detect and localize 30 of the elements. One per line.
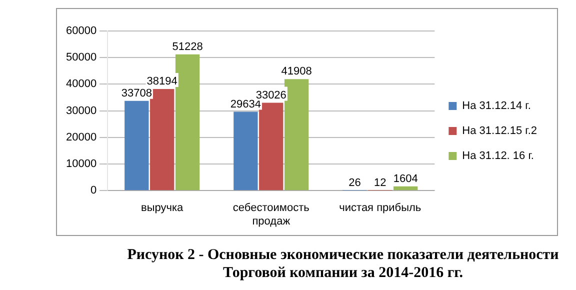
bar (175, 54, 200, 190)
data-label: 38194 (146, 76, 178, 88)
y-tick-label: 10000 (66, 158, 97, 170)
legend-label: На 31.12.15 г.2 (462, 125, 538, 138)
data-label: 1604 (393, 172, 418, 185)
data-label: 29634 (230, 98, 261, 110)
bar (394, 186, 418, 190)
data-label: 26 (348, 177, 361, 190)
data-label: 33708 (121, 87, 152, 100)
bar (234, 112, 258, 190)
y-tick-label: 60000 (66, 25, 97, 38)
bar (150, 89, 174, 190)
x-tick-label: чистая прибыль (339, 202, 422, 214)
data-label: 12 (374, 177, 386, 190)
x-tick-label: себестоимость продаж (232, 202, 310, 228)
y-tick-label: 0 (90, 184, 97, 197)
y-tick-label: 20000 (66, 131, 97, 144)
bar (124, 100, 149, 190)
bar (284, 79, 309, 190)
legend-label: На 31.12.14 г. (462, 100, 531, 112)
y-tick-label: 40000 (66, 78, 97, 90)
data-label: 33026 (256, 89, 286, 102)
bar (259, 102, 284, 190)
data-label: 41908 (281, 66, 312, 78)
y-tick-label: 30000 (66, 104, 97, 117)
legend-label: На 31.12. 16 г. (462, 150, 534, 162)
y-tick-label: 50000 (66, 52, 97, 64)
x-tick-label: выручка (141, 202, 184, 214)
data-label: 51228 (172, 40, 203, 53)
text: Рисунок 2 - Основные экономические показатели деятельности Торговой компании за 2014-2016 гг. (126, 246, 560, 282)
